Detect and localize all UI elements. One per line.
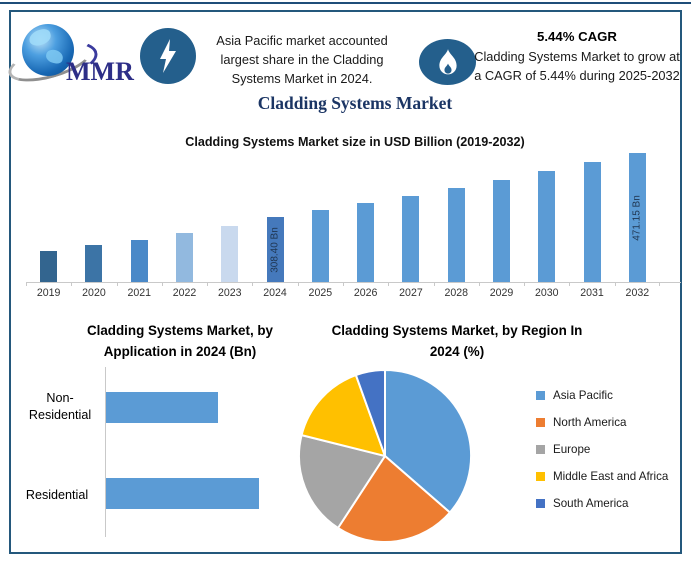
x-axis-label: 2026: [353, 287, 378, 299]
application-bar-non-residential: [106, 392, 218, 423]
axis-tick: [343, 282, 344, 286]
flame-icon: [438, 49, 457, 75]
pie-slice-south-america: [354, 369, 386, 457]
x-axis-label: 2022: [172, 287, 197, 299]
legend-item-north-america: North America: [536, 415, 668, 429]
x-axis-line: [26, 282, 681, 283]
legend-item-asia-pacific: Asia Pacific: [536, 388, 668, 402]
legend-label: Middle East and Africa: [553, 469, 669, 483]
axis-tick: [297, 282, 299, 286]
axis-tick: [207, 282, 209, 286]
x-axis-label: 2020: [82, 287, 106, 299]
application-chart-title: Cladding Systems Market, by Application …: [86, 323, 274, 359]
lightning-badge: [140, 28, 196, 84]
axis-tick: [569, 282, 571, 286]
legend-item-south-america: South America: [536, 496, 668, 510]
bar-chart-plot-area: 308.40 Bn 471.15 Bn: [26, 150, 660, 286]
axis-tick: [116, 282, 118, 286]
bar-2030: [538, 171, 556, 282]
legend-item-middle-east-and-africa: Middle East and Africa: [536, 469, 669, 483]
globe-icon: [22, 24, 74, 76]
logo-text: MMR: [66, 57, 134, 86]
bar-data-label: 308.40 Bn: [269, 226, 281, 273]
legend-label: Europe: [553, 442, 591, 456]
x-axis-label: 2027: [399, 287, 423, 299]
application-bar-residential: [106, 478, 259, 509]
bar-2026: [357, 203, 375, 282]
bar-2025: [311, 210, 329, 282]
pie-chart: [297, 368, 473, 544]
flame-badge: [419, 39, 476, 85]
lightning-icon: [160, 39, 176, 73]
pie-svg: [298, 369, 473, 543]
pie-slice-middle-east-and-africa: [300, 374, 386, 457]
pie-chart-title: Cladding Systems Market, by Region In 20…: [331, 323, 583, 359]
axis-tick: [524, 282, 526, 286]
axis-tick: [161, 282, 163, 286]
application-chart-axis-line: [105, 367, 106, 537]
bar-2020: [85, 245, 103, 282]
bar-2027: [402, 196, 420, 282]
legend-label: South America: [553, 496, 629, 510]
x-axis-label: 2023: [217, 287, 242, 299]
bar-2019: [40, 251, 58, 282]
header-highlight-note: Asia Pacific market accounted largest sh…: [216, 33, 388, 86]
pie-slice-north-america: [337, 455, 451, 543]
x-axis-label: 2028: [444, 287, 469, 299]
legend-swatch: [536, 471, 545, 481]
x-axis-label: 2024: [263, 287, 287, 299]
bar-2031: [583, 162, 601, 282]
bar-2022: [176, 233, 193, 282]
legend-label: North America: [553, 415, 627, 429]
bar-2024: 308.40 Bn: [266, 217, 284, 282]
cagr-heading: 5.44% CAGR: [537, 29, 617, 44]
x-axis-label: 2029: [489, 287, 514, 299]
cagr-note: Cladding Systems Market to grow at a CAG…: [474, 49, 680, 83]
legend-swatch: [536, 417, 545, 427]
bar-2023: [221, 226, 239, 282]
bar-2029: [493, 180, 510, 282]
legend-swatch: [536, 498, 545, 508]
bar-2021: [130, 240, 148, 282]
x-axis-label: 2030: [534, 287, 559, 299]
legend-swatch: [536, 390, 545, 400]
x-axis-label: 2021: [127, 287, 152, 299]
legend-swatch: [536, 444, 545, 454]
axis-tick: [26, 282, 27, 286]
bar-data-label: 471.15 Bn: [631, 194, 643, 241]
axis-tick: [659, 282, 660, 286]
axis-tick: [252, 282, 254, 286]
pie-slice-asia-pacific: [384, 369, 473, 514]
outer-border: [9, 10, 682, 554]
bar-2028: [447, 188, 465, 282]
x-axis-label: 2032: [625, 287, 650, 299]
axis-tick: [388, 282, 390, 286]
axis-tick: [433, 282, 435, 286]
category-label-non-residential: Non-Residential: [28, 391, 92, 422]
pie-slice-europe: [298, 434, 386, 529]
x-axis-label: 2019: [36, 287, 61, 299]
legend-item-europe: Europe: [536, 442, 668, 456]
x-axis-label: 2031: [580, 287, 604, 299]
axis-tick: [614, 282, 616, 286]
axis-tick: [71, 282, 73, 286]
category-label-residential: Residential: [25, 488, 89, 502]
legend-label: Asia Pacific: [553, 388, 613, 402]
mmr-logo: MMR: [4, 20, 141, 92]
bar-2032: 471.15 Bn: [628, 153, 646, 282]
top-edge-line: [0, 2, 691, 4]
x-axis-label: 2025: [308, 287, 333, 299]
x-axis-labels: 2019 2020 2021 2022 2023 2024 2025 2026 2027 2028…: [26, 287, 660, 301]
axis-tick: [478, 282, 480, 286]
bar-chart-title: Cladding Systems Market size in USD Bill…: [185, 135, 525, 149]
pie-legend: Asia Pacific North America Europe Middle Ea…: [536, 389, 668, 524]
page-title: Cladding Systems Market: [257, 93, 453, 113]
cagr-block: 5.44% CAGR Cladding Systems Market to gr…: [474, 29, 680, 85]
